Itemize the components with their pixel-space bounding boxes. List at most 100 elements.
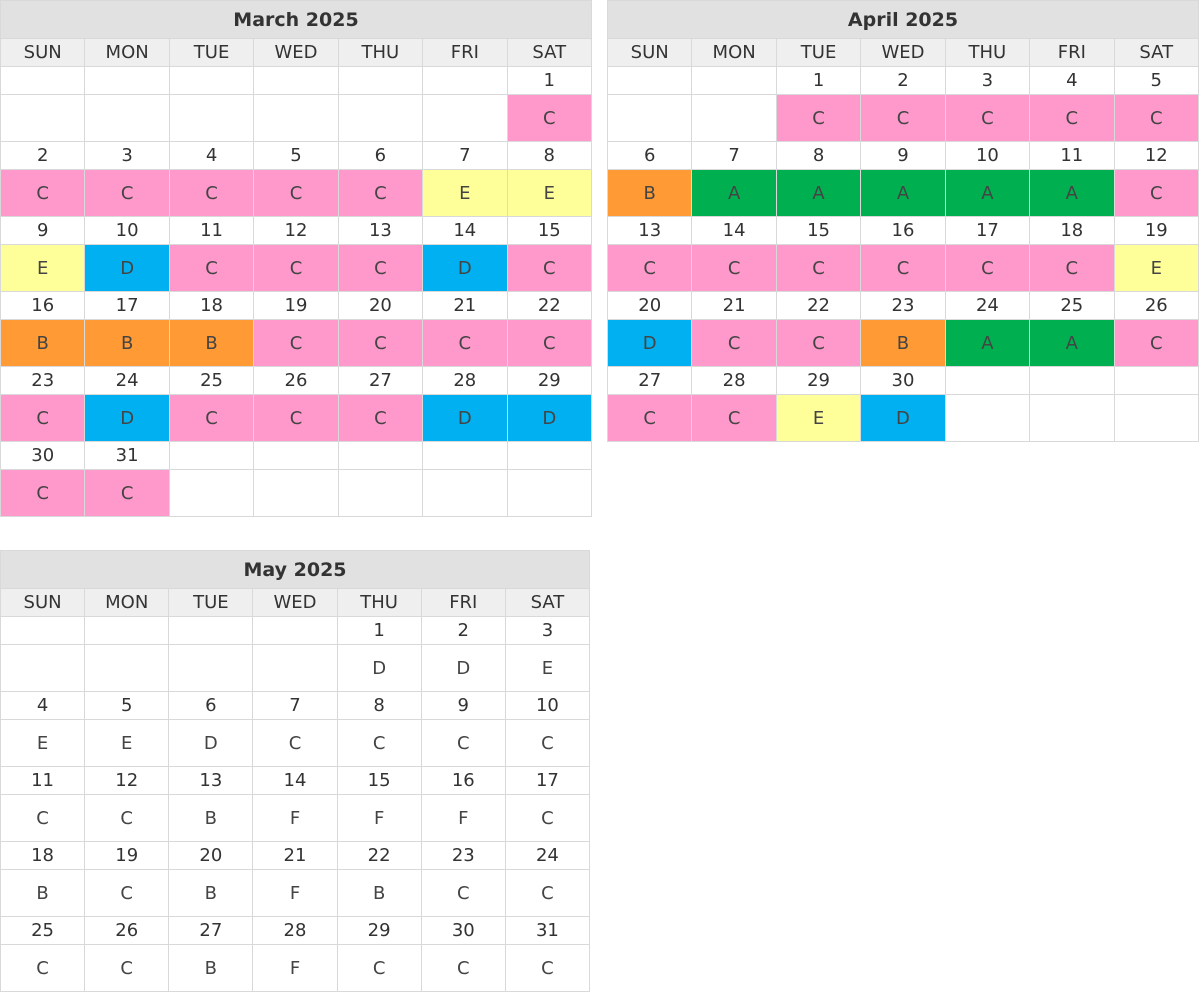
day-code: D: [422, 244, 508, 292]
day-code: A: [1029, 169, 1115, 217]
day-code: C: [84, 869, 170, 917]
day-code: A: [775, 169, 862, 217]
day-code: [506, 469, 593, 517]
day-code: C: [84, 794, 170, 842]
day-code: [422, 469, 508, 517]
day-code: C: [252, 719, 338, 767]
day-code: C: [691, 319, 777, 367]
day-number: 8: [336, 691, 422, 720]
weekday-header: SUN: [0, 38, 86, 67]
day-code: A: [944, 169, 1031, 217]
day-number: 4: [1029, 66, 1115, 95]
day-code: C: [0, 169, 86, 217]
day-number: 23: [420, 841, 506, 870]
day-number: 17: [504, 766, 591, 795]
day-number: 26: [1113, 291, 1200, 320]
day-code: E: [0, 719, 86, 767]
day-number: 8: [775, 141, 862, 170]
day-code: [168, 644, 254, 692]
day-code: C: [168, 244, 255, 292]
month-title: April 2025: [607, 0, 1199, 39]
day-code: C: [504, 719, 591, 767]
day-number: 11: [0, 766, 86, 795]
day-code: C: [944, 244, 1031, 292]
day-number: 31: [84, 441, 170, 470]
day-code: [168, 94, 255, 142]
day-number: 12: [1113, 141, 1200, 170]
day-number: 10: [84, 216, 170, 245]
weekday-header: FRI: [1029, 38, 1115, 67]
day-code: D: [420, 644, 506, 692]
day-number: 22: [506, 291, 593, 320]
day-number: 23: [860, 291, 946, 320]
day-code: [0, 94, 86, 142]
day-code: [84, 644, 170, 692]
day-number: 14: [422, 216, 508, 245]
day-number: 21: [252, 841, 338, 870]
day-number: 21: [422, 291, 508, 320]
day-code: B: [860, 319, 946, 367]
day-code: C: [1113, 169, 1200, 217]
day-code: D: [84, 244, 170, 292]
day-code: C: [606, 394, 693, 442]
day-number: [168, 66, 255, 95]
day-number: 7: [252, 691, 338, 720]
day-code: C: [168, 169, 255, 217]
day-number: [337, 441, 424, 470]
weekday-header: FRI: [420, 588, 506, 617]
day-code: E: [84, 719, 170, 767]
day-code: E: [775, 394, 862, 442]
day-number: 5: [84, 691, 170, 720]
day-code: C: [337, 169, 424, 217]
day-number: 4: [168, 141, 255, 170]
day-code: [1113, 394, 1200, 442]
day-code: E: [0, 244, 86, 292]
day-code: C: [1113, 319, 1200, 367]
day-code: C: [691, 244, 777, 292]
day-code: C: [253, 169, 339, 217]
day-number: 2: [0, 141, 86, 170]
day-number: 16: [860, 216, 946, 245]
day-code: [253, 94, 339, 142]
day-number: 13: [168, 766, 254, 795]
weekday-header: MON: [691, 38, 777, 67]
day-number: 29: [775, 366, 862, 395]
weekday-header: FRI: [422, 38, 508, 67]
day-code: B: [0, 319, 86, 367]
day-number: 17: [84, 291, 170, 320]
weekday-header: WED: [253, 38, 339, 67]
day-code: C: [944, 94, 1031, 142]
day-code: [1029, 394, 1115, 442]
day-code: C: [775, 94, 862, 142]
day-number: 16: [0, 291, 86, 320]
day-number: [1029, 366, 1115, 395]
day-number: 3: [944, 66, 1031, 95]
weekday-header: WED: [860, 38, 946, 67]
day-code: [168, 469, 255, 517]
day-number: [1113, 366, 1200, 395]
month-title: March 2025: [0, 0, 592, 39]
day-number: 5: [1113, 66, 1200, 95]
day-number: 18: [1029, 216, 1115, 245]
day-number: 10: [944, 141, 1031, 170]
day-number: 13: [337, 216, 424, 245]
day-code: C: [84, 469, 170, 517]
day-number: 7: [422, 141, 508, 170]
day-code: F: [420, 794, 506, 842]
day-number: 4: [0, 691, 86, 720]
day-code: C: [691, 394, 777, 442]
day-number: 21: [691, 291, 777, 320]
day-number: 20: [168, 841, 254, 870]
day-number: 1: [775, 66, 862, 95]
day-code: B: [84, 319, 170, 367]
day-number: 6: [337, 141, 424, 170]
day-code: C: [1029, 94, 1115, 142]
day-code: B: [606, 169, 693, 217]
day-code: D: [506, 394, 593, 442]
day-code: B: [168, 319, 255, 367]
day-code: C: [775, 244, 862, 292]
day-code: A: [860, 169, 946, 217]
day-number: 31: [504, 916, 591, 945]
day-number: 20: [337, 291, 424, 320]
day-code: B: [168, 869, 254, 917]
